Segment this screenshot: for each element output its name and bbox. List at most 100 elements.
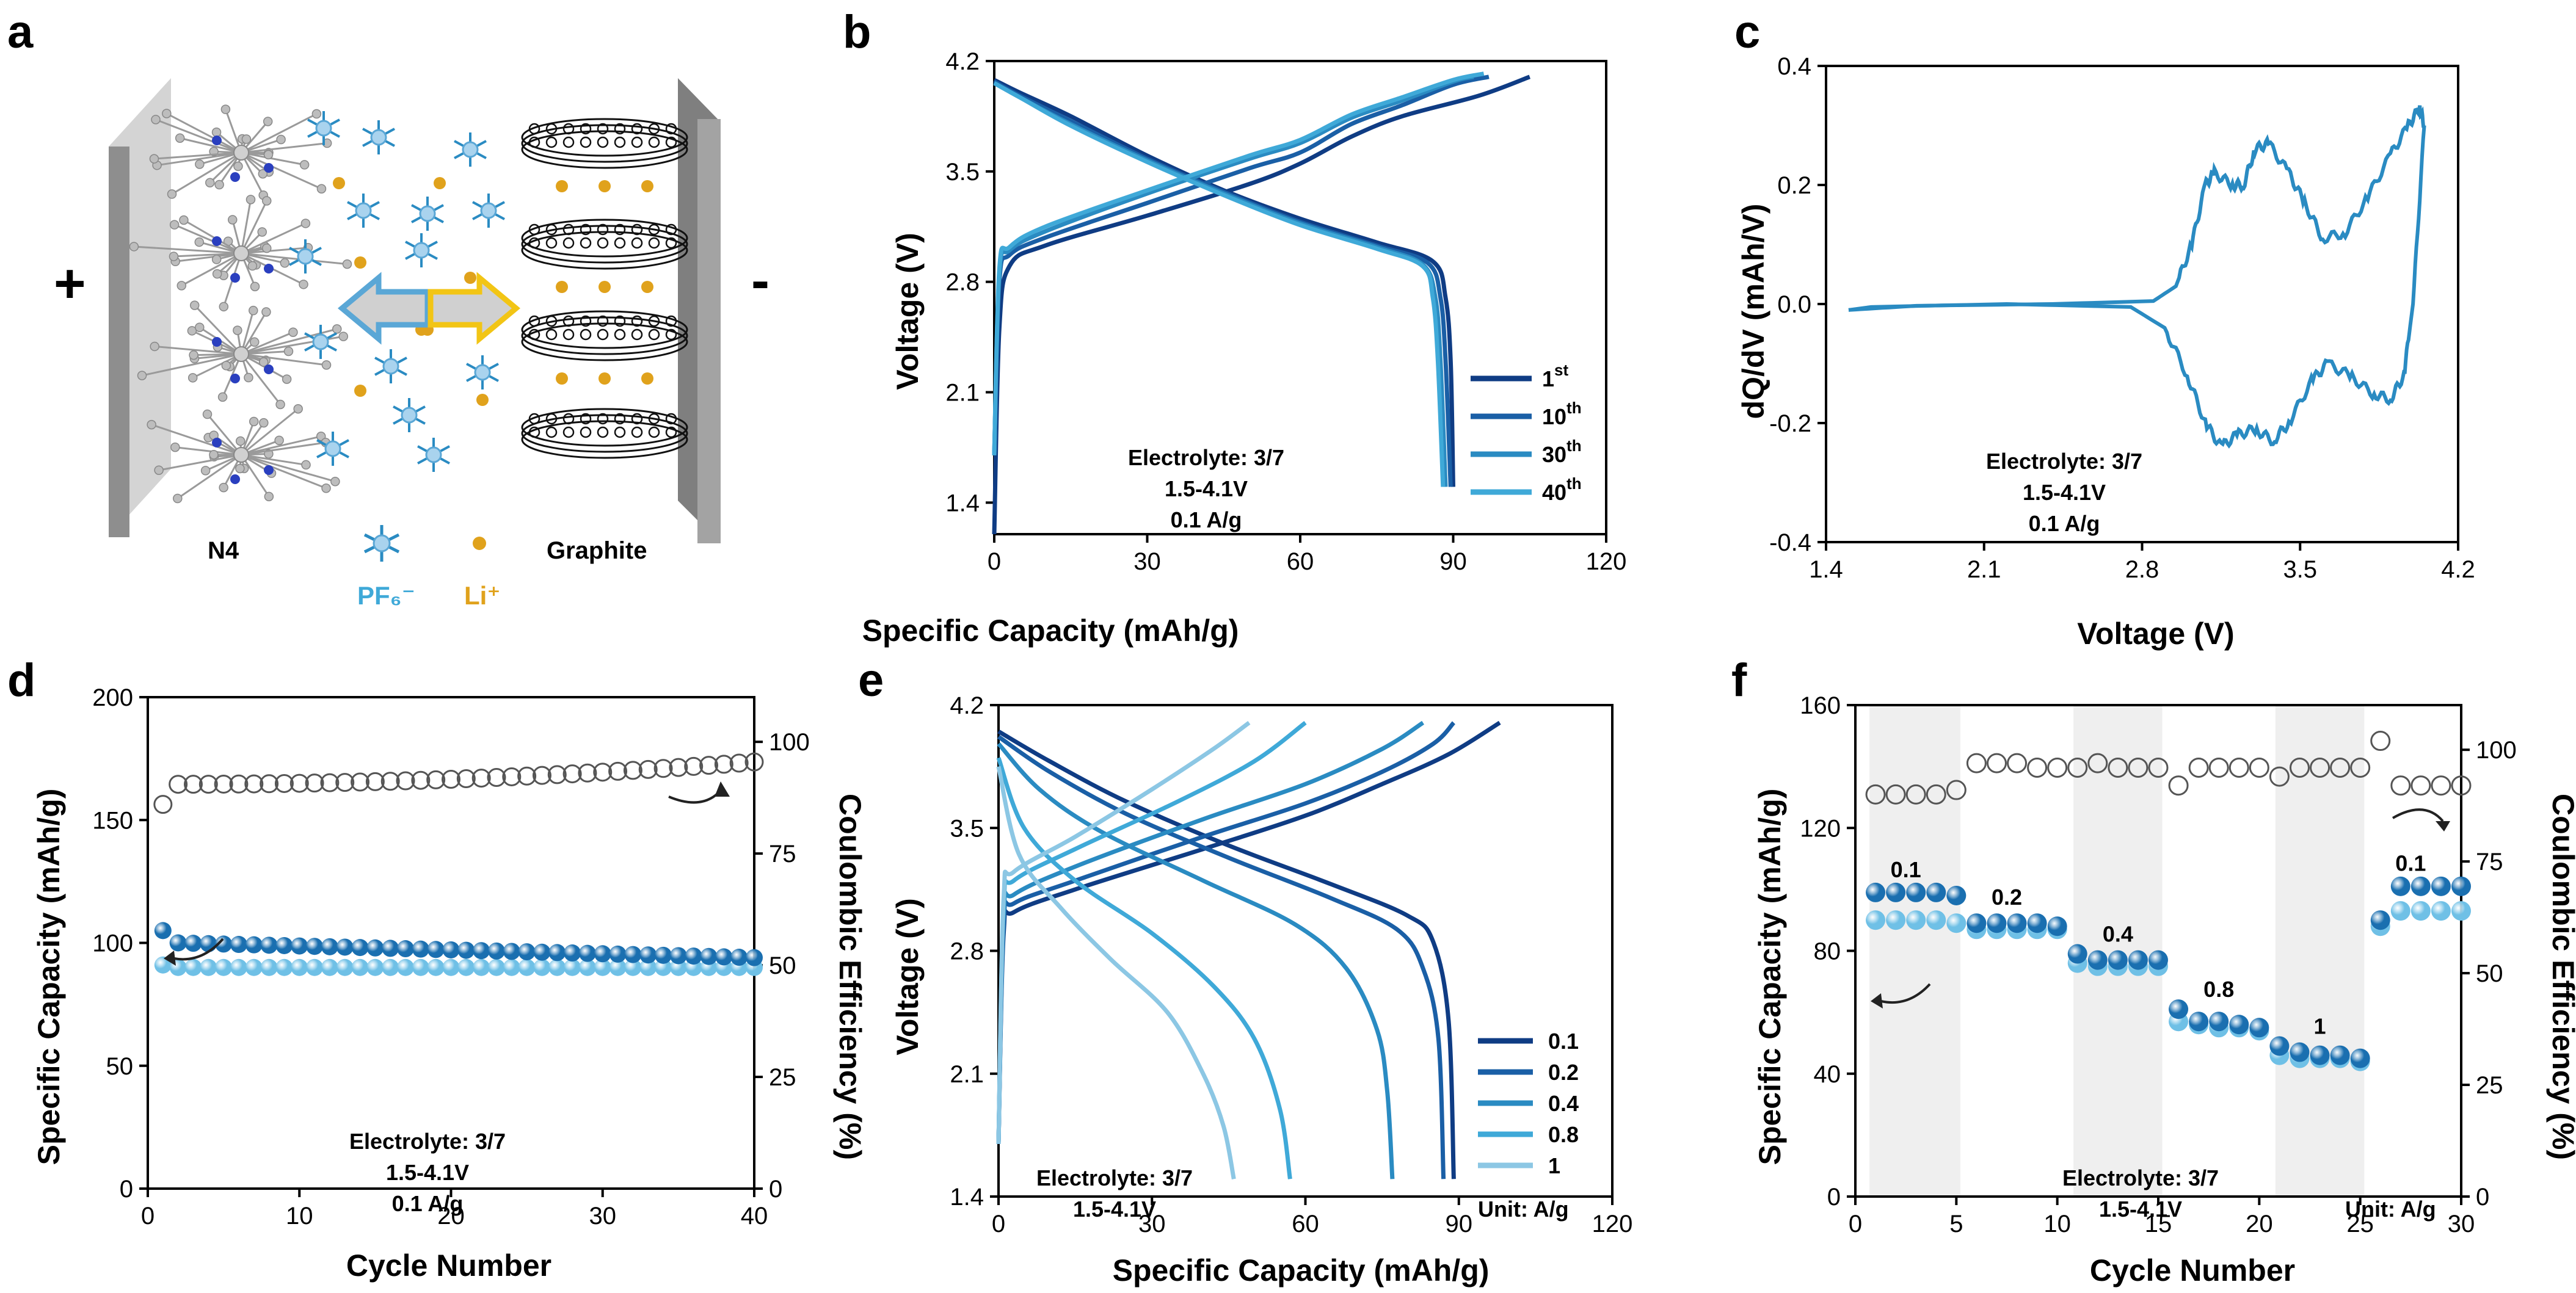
charge-capacity-point	[700, 947, 718, 965]
panel-d-y-tick-label: 0	[120, 1176, 133, 1203]
panel-label-c: c	[1734, 6, 1760, 58]
coulombic-efficiency-point	[532, 766, 551, 785]
panel-f-y2-tick-label: 50	[2476, 960, 2503, 987]
molecule-bond	[155, 345, 242, 355]
discharge-capacity-point	[594, 958, 611, 976]
panel-c-dqdv: c dQ/dV (mAh/V) Voltage (V) 1.4 2.1 2.8 3.5…	[1734, 6, 2475, 651]
molecule-atom	[342, 259, 352, 269]
molecule-atom	[219, 482, 228, 493]
panel-d-y-tick-label: 100	[92, 930, 133, 957]
discharge-capacity-point	[230, 958, 247, 976]
panel-c-y-axis-label: dQ/dV (mAh/V)	[1736, 204, 1770, 419]
graphite-sheet	[521, 219, 688, 258]
nitrogen-atom	[264, 364, 274, 374]
coulombic-efficiency-point	[2108, 757, 2128, 778]
panel-c-y-tick-label: 0.2	[1777, 172, 1811, 199]
graphite-ring	[597, 136, 609, 148]
discharge-capacity-point	[473, 958, 490, 976]
molecule-atom	[299, 160, 310, 170]
discharge-capacity-point	[200, 958, 217, 976]
panel-f-annotation-line1: Electrolyte: 3/7	[2062, 1165, 2219, 1190]
charge-capacity-point	[609, 945, 627, 963]
panel-c-x-axis-label: Voltage (V)	[2077, 617, 2234, 651]
molecule-atom	[205, 178, 215, 187]
molecule-bond	[241, 151, 305, 166]
panel-label-e: e	[858, 654, 884, 706]
coulombic-efficiency-point	[320, 773, 340, 792]
graphite-ring	[614, 136, 626, 148]
charge-capacity-point	[2067, 944, 2087, 964]
coulombic-efficiency-point	[1946, 780, 1967, 800]
pf6-ion	[307, 111, 340, 145]
graphite-ring	[528, 426, 540, 438]
molecule-bond	[241, 353, 327, 366]
charge-capacity-point	[2027, 913, 2047, 933]
graphite-ring	[580, 328, 592, 341]
molecule-bond	[151, 424, 242, 456]
arrow-to-right-axis-icon-f	[2392, 808, 2444, 822]
li-ion	[641, 281, 653, 293]
legend-label-30th: 30th	[1542, 436, 1582, 467]
panel-d-y-tick-label: 200	[92, 684, 133, 711]
graphite-sheet	[521, 420, 688, 459]
molecule-atom	[235, 463, 245, 474]
molecule-atom	[219, 302, 229, 312]
coulombic-efficiency-point	[2168, 775, 2189, 796]
molecule-bond	[173, 252, 242, 258]
discharge-capacity-point	[2451, 901, 2471, 921]
charge-capacity-point	[2370, 910, 2390, 930]
li-label: Li⁺	[464, 581, 501, 610]
discharge-capacity-point	[366, 958, 384, 976]
coulombic-efficiency-point	[593, 762, 613, 782]
graphite-sheet	[521, 310, 688, 349]
panel-b-x-axis-label: Specific Capacity (mAh/g)	[862, 614, 1239, 648]
discharge-capacity-point	[2390, 901, 2410, 921]
charge-capacity-point	[200, 935, 217, 952]
molecule-core-atom	[233, 145, 249, 161]
molecule-bond	[154, 151, 242, 160]
charge-capacity-point	[578, 944, 596, 962]
graphite-layers-illustration	[521, 118, 688, 459]
graphite-ring	[614, 413, 626, 425]
discharge-capacity-point	[427, 958, 445, 976]
charge-capacity-point	[457, 941, 475, 959]
graphite-sheet	[521, 124, 688, 163]
panel-c-x-tick-label: 3.5	[2283, 556, 2317, 583]
graphite-ring	[545, 136, 558, 148]
molecule-bond	[241, 441, 326, 456]
pf6-ion	[374, 349, 407, 383]
legend-label-1: 1	[1548, 1153, 1560, 1178]
graphite-ring	[631, 426, 643, 438]
graphite-ring	[631, 136, 643, 148]
discharge-capacity-point	[291, 958, 308, 976]
graphite-ring	[528, 123, 540, 135]
molecule-atom	[211, 127, 222, 137]
molecule-atom	[283, 346, 294, 357]
arrow-to-left-axis-icon	[173, 938, 224, 961]
pf6-ion	[466, 355, 499, 389]
molecule-atom	[195, 322, 205, 332]
molecule-atom	[299, 280, 308, 289]
coulombic-efficiency-point	[2390, 775, 2411, 796]
charge-capacity-point	[336, 938, 354, 956]
ions-illustration	[289, 111, 505, 472]
graphite-ring	[528, 328, 540, 341]
graphite-ring	[665, 136, 677, 148]
series-1-charge-curve	[996, 720, 1251, 1144]
charge-capacity-point	[2148, 950, 2168, 970]
panel-label-f: f	[1731, 654, 1747, 706]
graphite-sheet	[521, 322, 688, 361]
discharge-capacity-point	[2431, 901, 2451, 921]
molecule-bond	[241, 454, 336, 483]
rate-label: 0.1	[1891, 857, 1921, 882]
graphite-ring	[665, 315, 677, 327]
nitrogen-atom	[264, 465, 274, 475]
charge-capacity-point	[2431, 876, 2451, 896]
molecule-atom	[276, 134, 286, 145]
charge-capacity-point	[730, 949, 748, 966]
charge-capacity-point	[306, 938, 324, 955]
molecule-atom	[202, 409, 213, 419]
molecule-bond	[134, 245, 242, 255]
discharge-capacity-point	[1946, 913, 1967, 933]
